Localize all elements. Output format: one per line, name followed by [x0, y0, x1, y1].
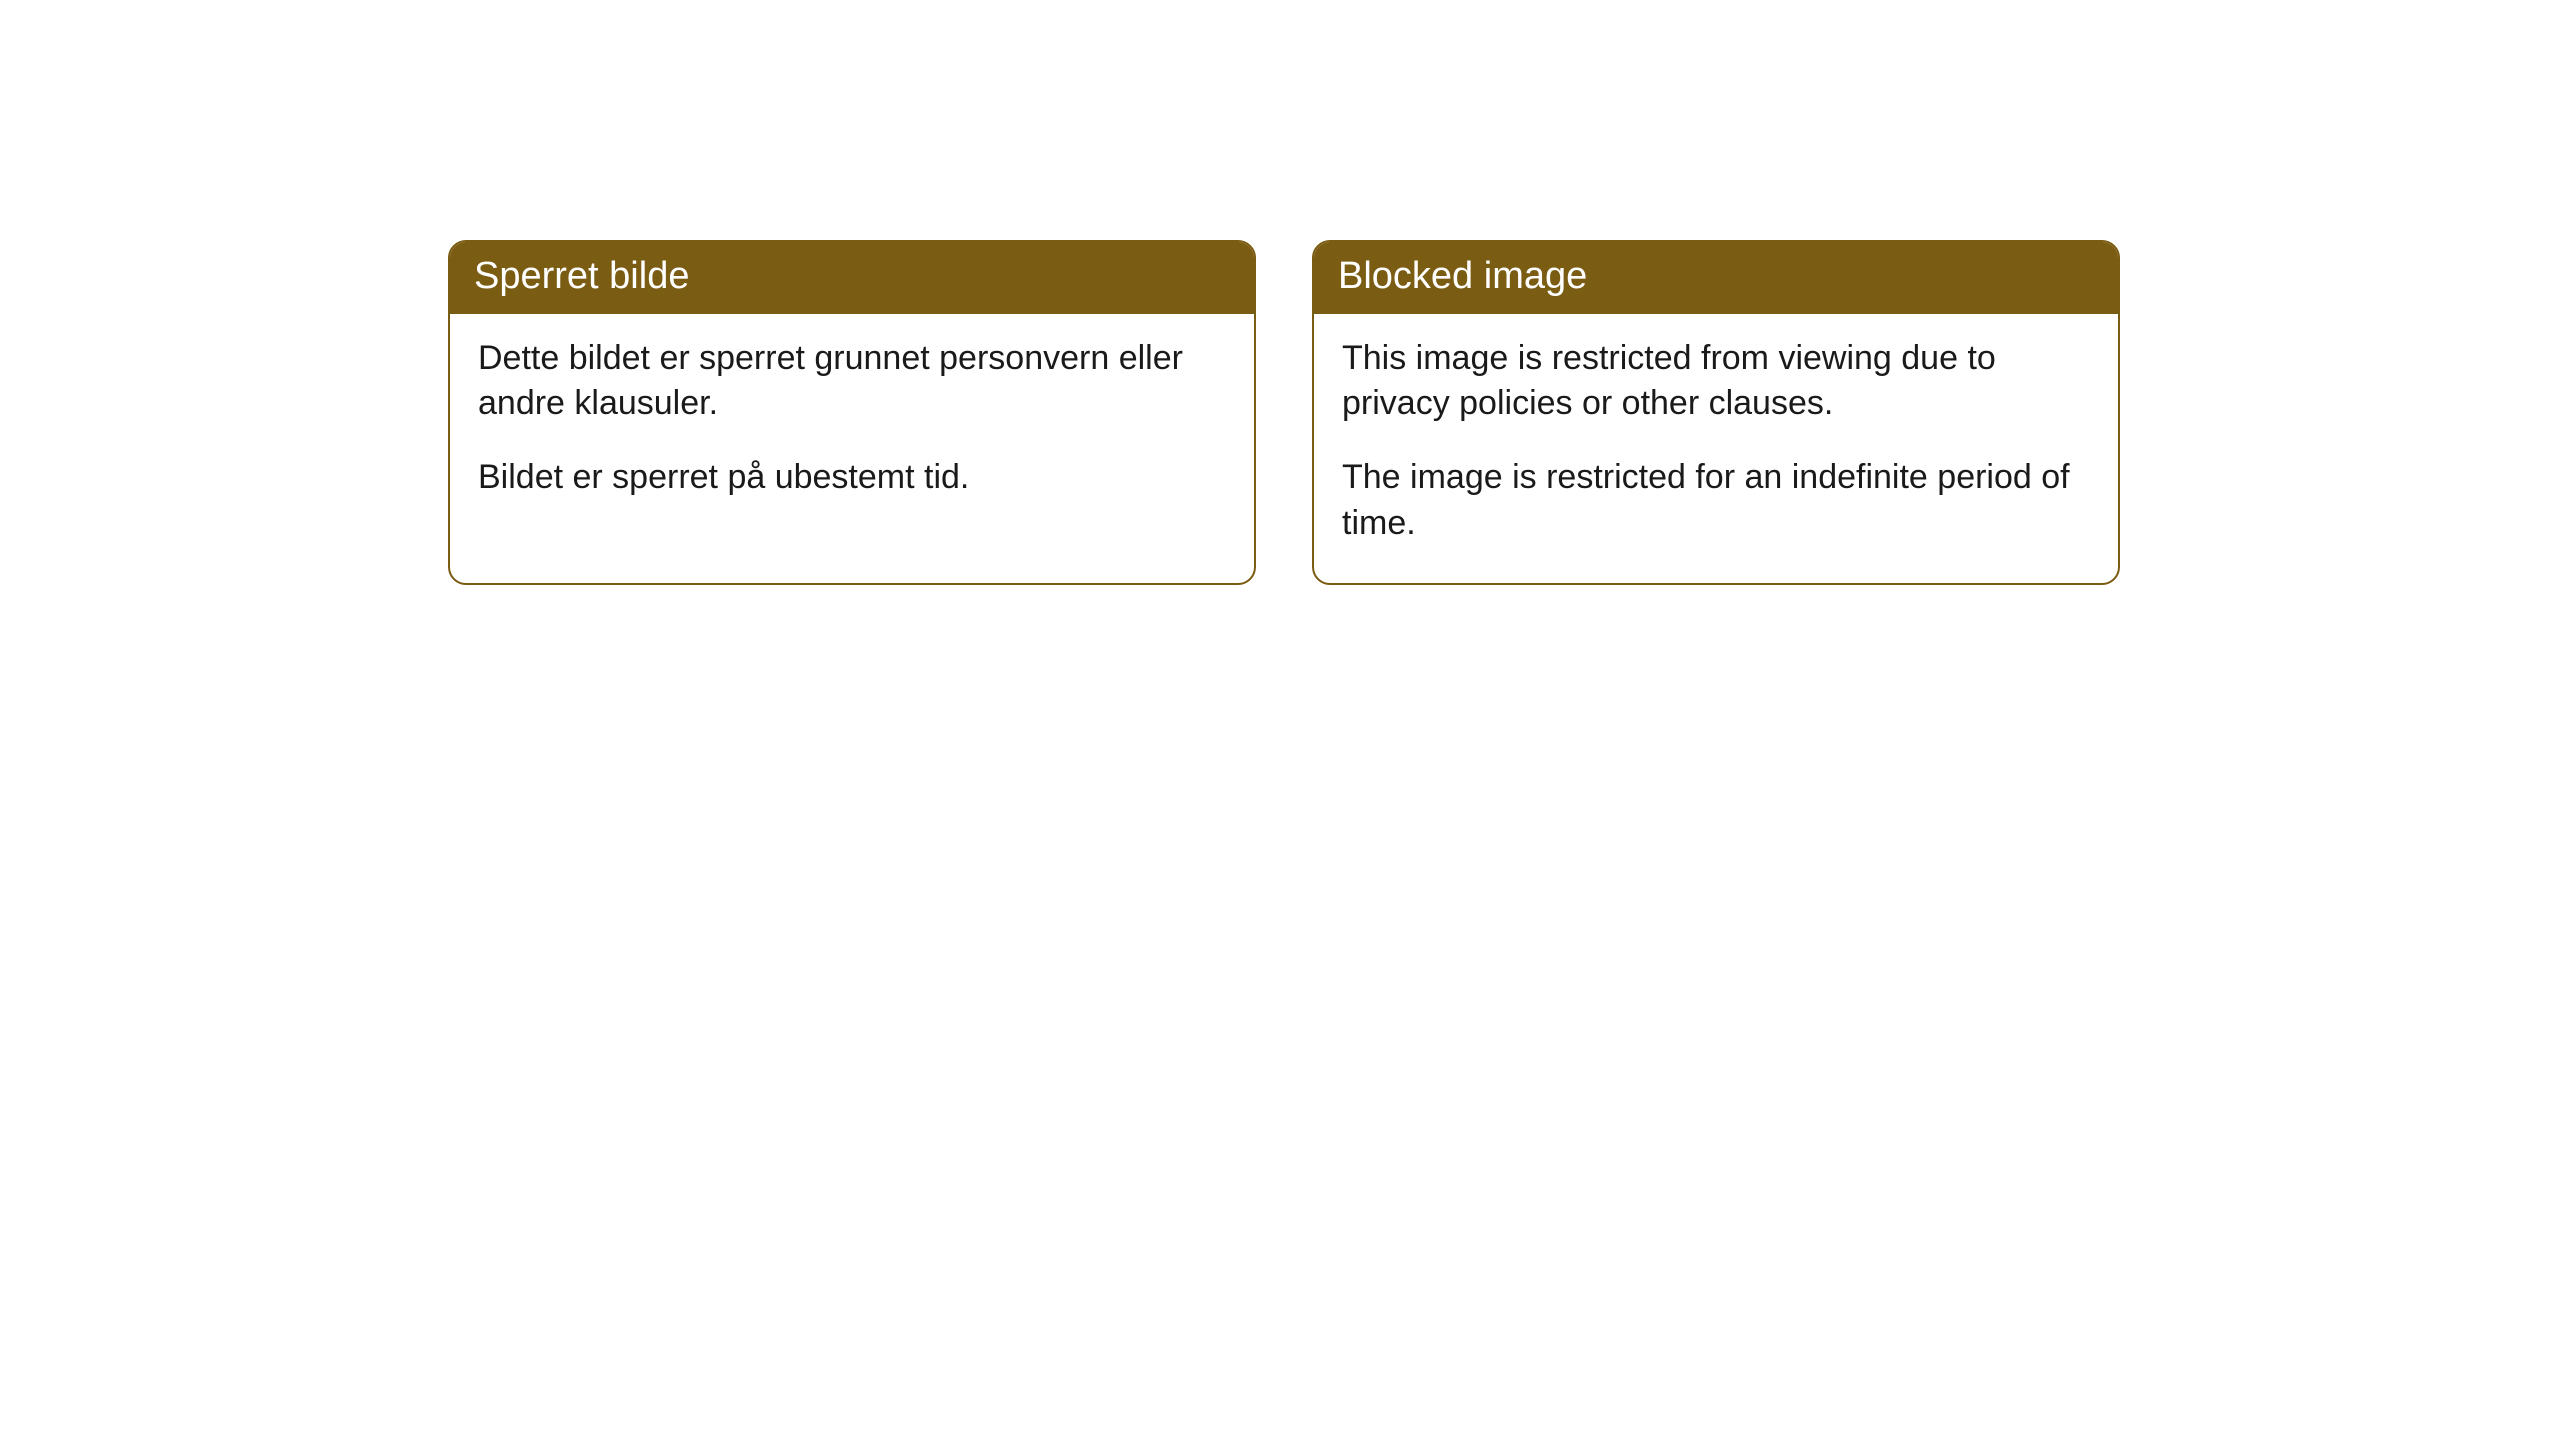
notice-text: The image is restricted for an indefinit…: [1342, 455, 2090, 547]
card-body: Dette bildet er sperret grunnet personve…: [450, 314, 1254, 538]
notice-card-english: Blocked image This image is restricted f…: [1312, 240, 2120, 585]
notice-card-norwegian: Sperret bilde Dette bildet er sperret gr…: [448, 240, 1256, 585]
card-header: Sperret bilde: [450, 242, 1254, 314]
notice-text: Bildet er sperret på ubestemt tid.: [478, 455, 1226, 501]
notice-text: This image is restricted from viewing du…: [1342, 336, 2090, 428]
notice-container: Sperret bilde Dette bildet er sperret gr…: [448, 240, 2560, 585]
card-body: This image is restricted from viewing du…: [1314, 314, 2118, 584]
notice-text: Dette bildet er sperret grunnet personve…: [478, 336, 1226, 428]
card-header: Blocked image: [1314, 242, 2118, 314]
